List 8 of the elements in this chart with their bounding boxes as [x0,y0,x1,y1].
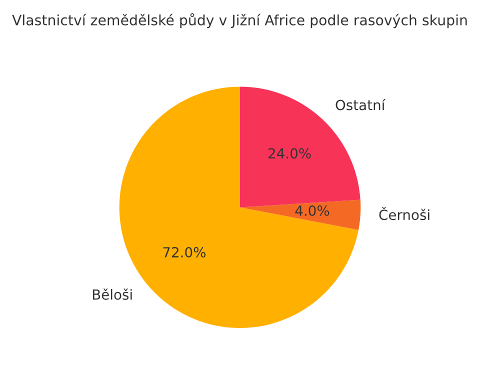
slice-label: Černoši [379,207,430,220]
slice-label: Běloši [92,288,132,300]
data-label: 24.0% [268,148,311,159]
slice-label: Ostatní [336,98,386,110]
chart-title: Vlastnictví zemědělské půdy v Jižní Africe podle rasových skupin [12,13,467,28]
pie-slice [240,200,361,230]
data-label: 72.0% [163,247,206,258]
data-label: 4.0% [295,205,330,216]
